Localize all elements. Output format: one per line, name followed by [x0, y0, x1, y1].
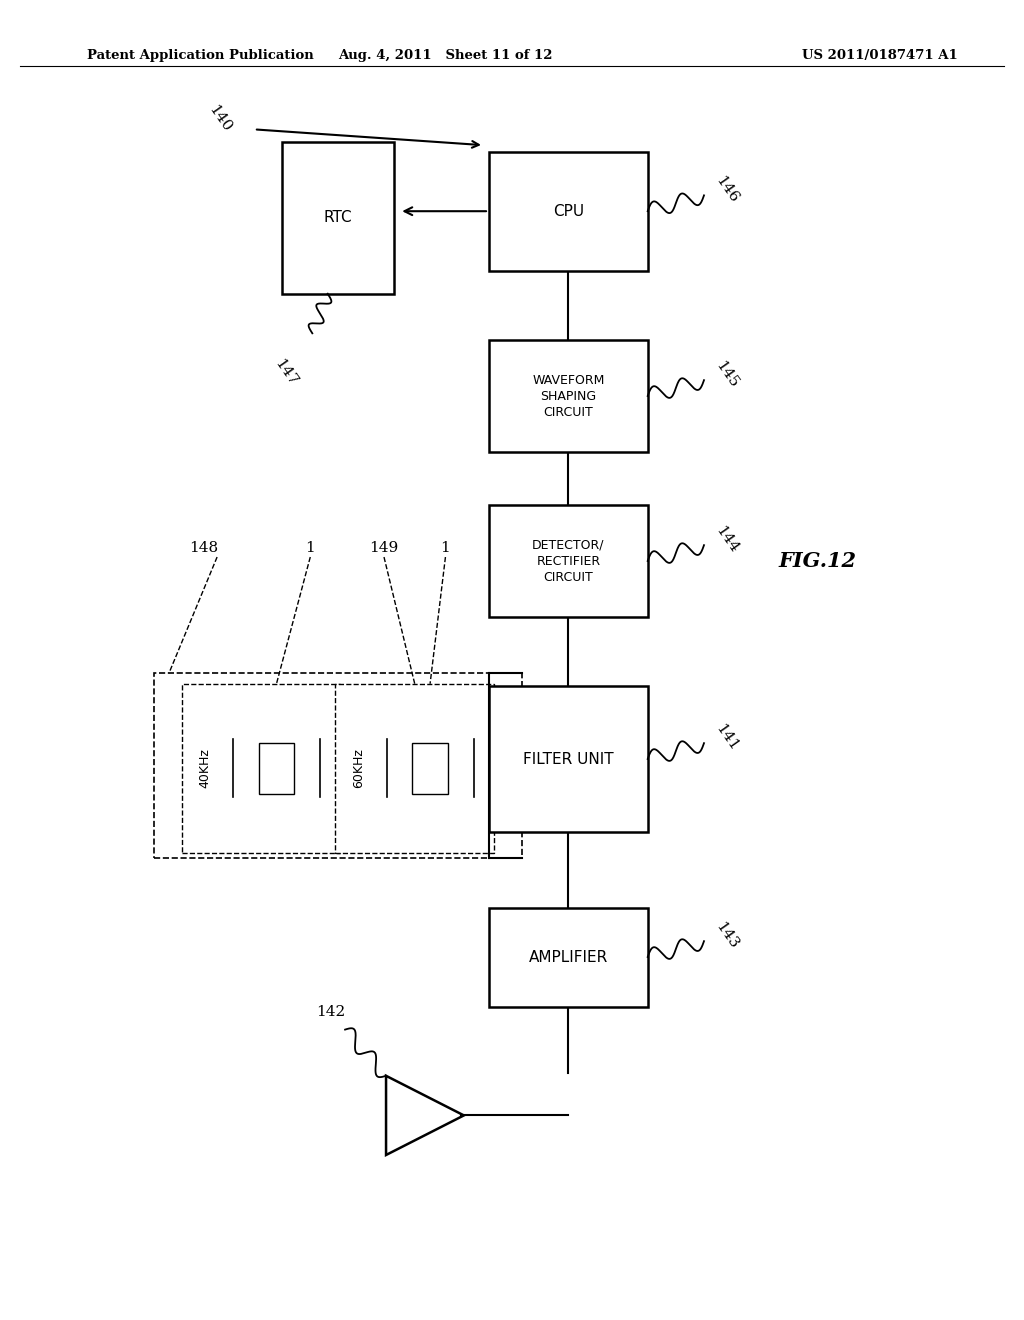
- Text: 60KHz: 60KHz: [352, 748, 365, 788]
- Bar: [412, 743, 449, 793]
- Text: CPU: CPU: [553, 203, 584, 219]
- Text: 141: 141: [713, 722, 740, 754]
- Text: AMPLIFIER: AMPLIFIER: [528, 949, 608, 965]
- Text: 140: 140: [206, 103, 234, 135]
- Bar: [258, 743, 295, 793]
- Text: 149: 149: [369, 541, 398, 554]
- Text: 143: 143: [713, 920, 740, 952]
- Text: Aug. 4, 2011   Sheet 11 of 12: Aug. 4, 2011 Sheet 11 of 12: [338, 49, 553, 62]
- Text: 1: 1: [305, 541, 315, 554]
- Text: 142: 142: [316, 1006, 346, 1019]
- Text: Patent Application Publication: Patent Application Publication: [87, 49, 313, 62]
- Text: US 2011/0187471 A1: US 2011/0187471 A1: [802, 49, 957, 62]
- Text: 146: 146: [713, 174, 740, 206]
- Text: 145: 145: [713, 359, 740, 391]
- Text: 147: 147: [271, 356, 300, 389]
- Text: FILTER UNIT: FILTER UNIT: [523, 751, 613, 767]
- Text: 1: 1: [440, 541, 451, 554]
- Bar: [182, 684, 340, 853]
- Bar: [489, 908, 648, 1006]
- Text: 148: 148: [189, 541, 218, 554]
- Text: FIG.12: FIG.12: [778, 550, 856, 572]
- Bar: [154, 673, 522, 858]
- Bar: [489, 506, 648, 618]
- Text: DETECTOR/
RECTIFIER
CIRCUIT: DETECTOR/ RECTIFIER CIRCUIT: [532, 539, 604, 583]
- Text: RTC: RTC: [324, 210, 352, 226]
- Bar: [336, 684, 495, 853]
- Text: WAVEFORM
SHAPING
CIRCUIT: WAVEFORM SHAPING CIRCUIT: [532, 374, 604, 418]
- Bar: [489, 341, 648, 451]
- Bar: [489, 686, 648, 832]
- Text: 144: 144: [713, 524, 740, 556]
- Bar: [282, 143, 394, 294]
- Bar: [489, 152, 648, 271]
- Text: 40KHz: 40KHz: [199, 748, 211, 788]
